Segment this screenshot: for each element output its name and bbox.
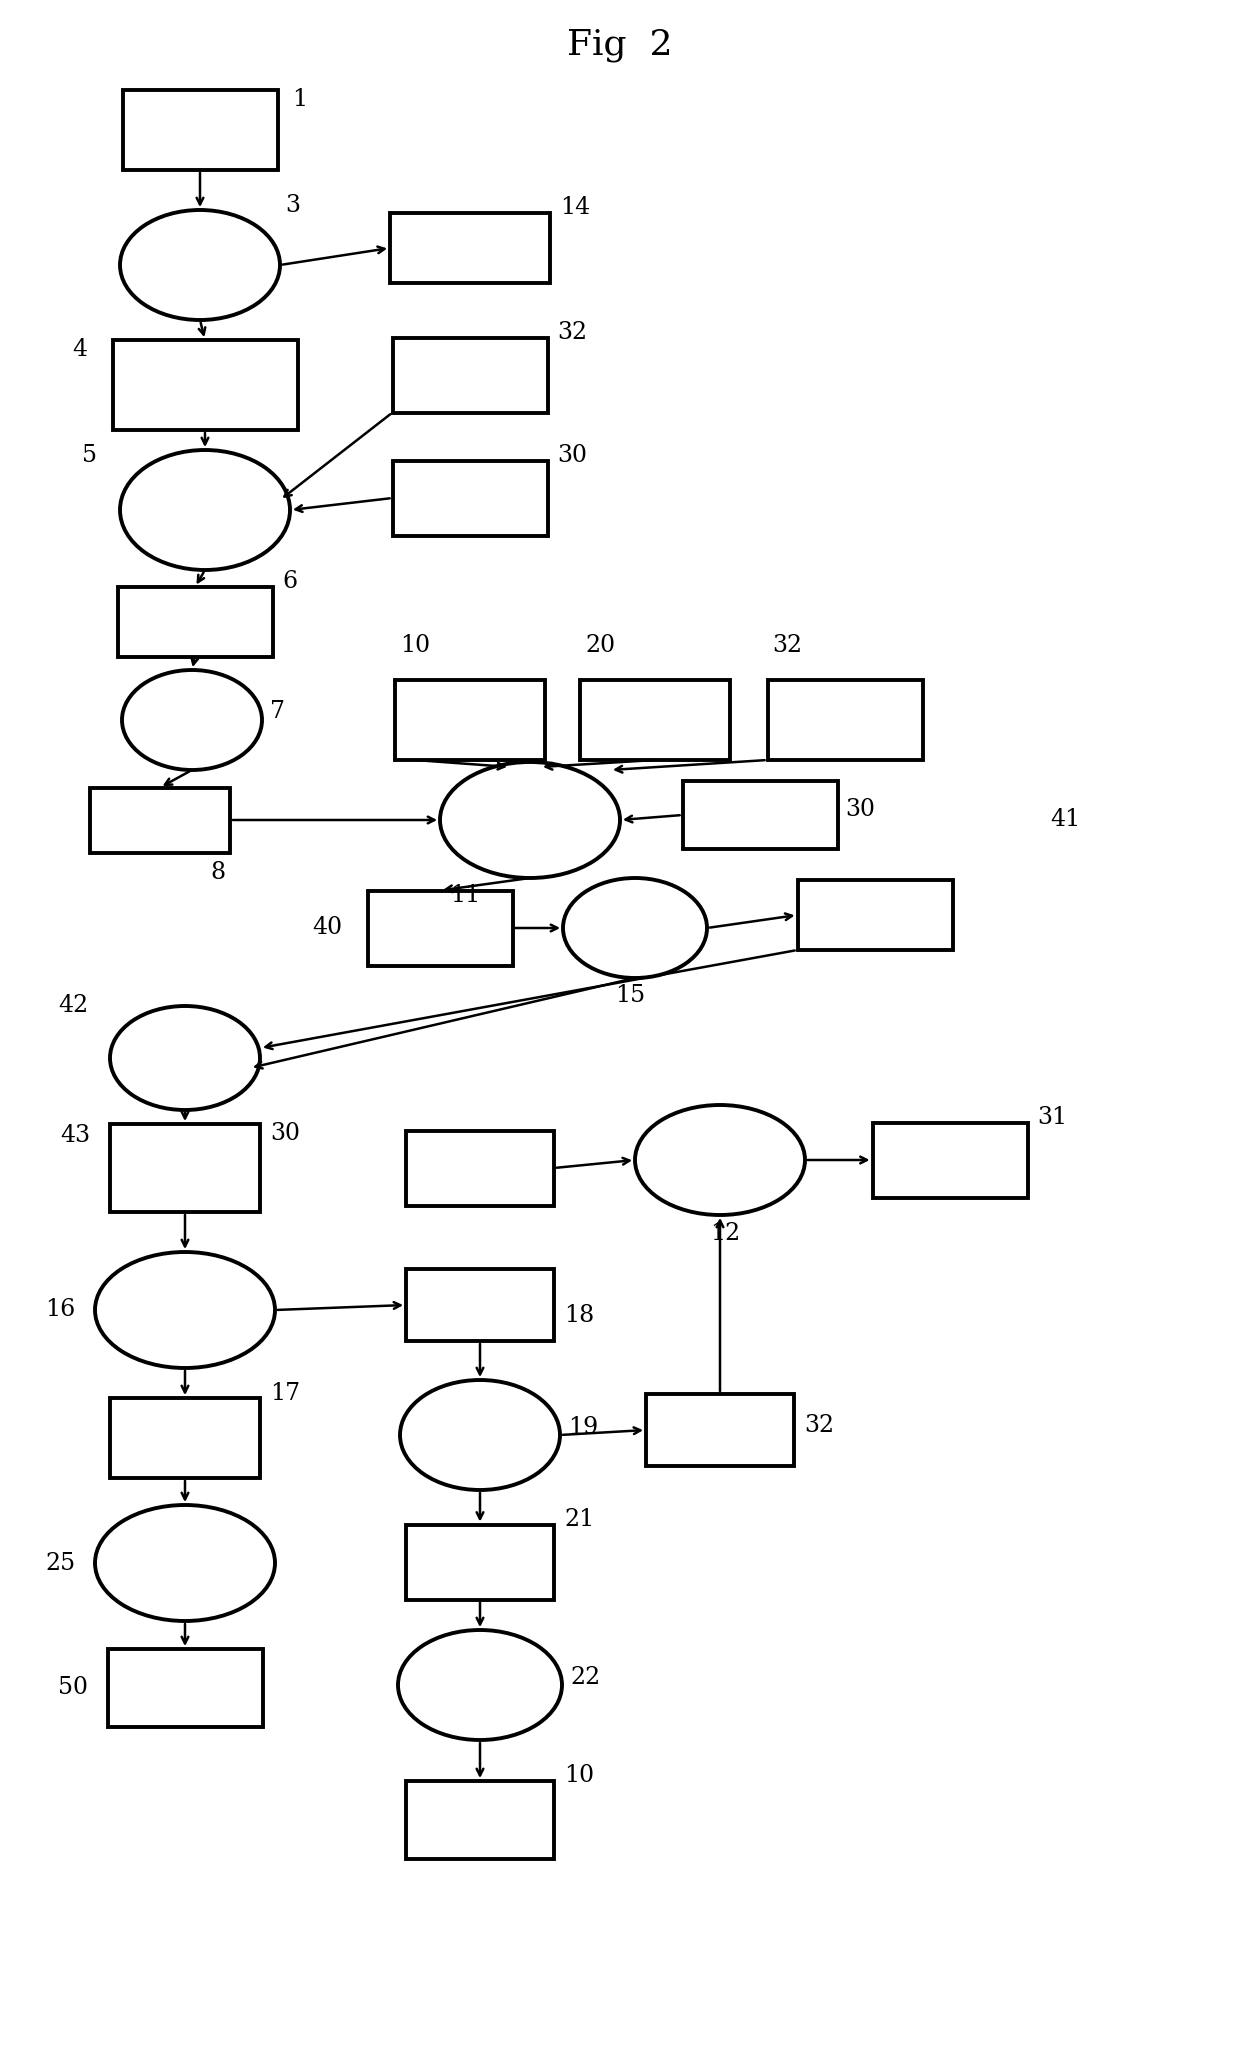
Text: 32: 32 [804,1414,835,1437]
Bar [405,1130,554,1206]
Ellipse shape [122,669,262,770]
Bar [110,1398,260,1478]
Text: 1: 1 [293,88,308,111]
Text: 31: 31 [1038,1105,1068,1130]
Bar [580,680,730,759]
Text: 10: 10 [401,633,430,657]
Bar [113,340,298,430]
Ellipse shape [120,450,290,569]
Text: 22: 22 [570,1666,600,1689]
Bar [396,680,546,759]
Bar [393,338,548,413]
Text: 15: 15 [615,985,645,1007]
Bar [797,880,952,950]
Bar [367,890,512,966]
Ellipse shape [440,761,620,878]
Text: 50: 50 [57,1676,88,1699]
Text: 40: 40 [312,917,342,940]
Bar [646,1394,794,1466]
Bar [118,587,273,657]
Text: 14: 14 [560,197,590,219]
Text: 30: 30 [270,1122,300,1146]
Ellipse shape [120,211,280,319]
Text: 19: 19 [568,1414,598,1439]
Text: 16: 16 [45,1298,76,1322]
Bar [110,1124,260,1212]
Text: 17: 17 [270,1382,300,1404]
Text: 43: 43 [60,1124,91,1148]
Bar [391,213,551,282]
Bar [405,1269,554,1341]
Text: 20: 20 [585,633,615,657]
Ellipse shape [398,1629,562,1740]
Ellipse shape [95,1253,275,1367]
Text: 4: 4 [72,338,88,362]
Text: 7: 7 [270,700,285,723]
Bar [873,1122,1028,1197]
Text: 42: 42 [58,995,88,1017]
Bar [768,680,923,759]
Text: Fig  2: Fig 2 [567,29,673,61]
Text: 41: 41 [1050,809,1080,831]
Text: 10: 10 [564,1765,594,1787]
Ellipse shape [95,1505,275,1621]
Text: 6: 6 [283,571,298,594]
Ellipse shape [635,1105,805,1216]
Ellipse shape [110,1005,260,1109]
Text: 8: 8 [210,862,226,884]
Bar [91,788,229,852]
Bar [108,1650,263,1728]
Text: 30: 30 [846,798,875,821]
Bar [682,782,837,850]
Text: 5: 5 [82,444,97,467]
Text: 11: 11 [450,884,480,907]
Bar [123,90,278,170]
Text: 18: 18 [564,1304,594,1326]
Ellipse shape [563,878,707,978]
Text: 30: 30 [558,444,588,467]
Ellipse shape [401,1380,560,1490]
Text: 12: 12 [711,1222,740,1245]
Text: 3: 3 [285,194,300,217]
Bar [393,461,548,536]
Text: 32: 32 [558,321,588,344]
Text: 25: 25 [45,1552,76,1574]
Text: 32: 32 [773,633,802,657]
Bar [405,1781,554,1859]
Text: 21: 21 [564,1509,594,1531]
Bar [405,1525,554,1599]
